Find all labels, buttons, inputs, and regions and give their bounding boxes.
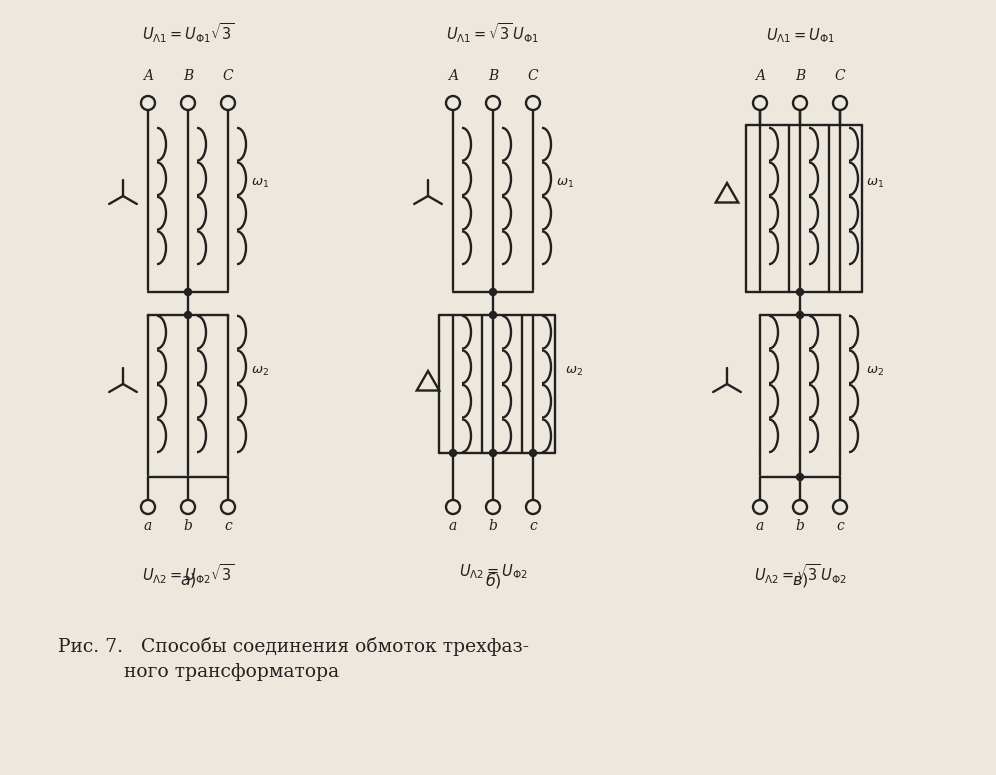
Text: A: A <box>448 69 458 83</box>
Circle shape <box>184 288 191 295</box>
Text: C: C <box>528 69 538 83</box>
Text: A: A <box>143 69 153 83</box>
Text: $U_{\Lambda2} = \sqrt{3}\,U_{\Phi2}$: $U_{\Lambda2} = \sqrt{3}\,U_{\Phi2}$ <box>754 562 847 586</box>
Text: $U_{\Lambda2} = U_{\Phi2}\sqrt{3}$: $U_{\Lambda2} = U_{\Phi2}\sqrt{3}$ <box>141 562 234 586</box>
Text: B: B <box>795 69 805 83</box>
Circle shape <box>141 500 155 514</box>
Circle shape <box>184 312 191 319</box>
Circle shape <box>797 474 804 480</box>
Circle shape <box>446 96 460 110</box>
Circle shape <box>489 288 496 295</box>
Circle shape <box>489 449 496 456</box>
Circle shape <box>526 96 540 110</box>
Circle shape <box>526 500 540 514</box>
Circle shape <box>489 312 496 319</box>
Circle shape <box>486 96 500 110</box>
Circle shape <box>181 500 195 514</box>
Circle shape <box>797 312 804 319</box>
Text: b: b <box>183 519 192 533</box>
Text: $б)$: $б)$ <box>485 570 501 590</box>
Text: $\omega_1$: $\omega_1$ <box>866 177 884 190</box>
Text: C: C <box>223 69 233 83</box>
Text: c: c <box>836 519 844 533</box>
Text: $в)$: $в)$ <box>792 571 808 589</box>
Circle shape <box>793 500 807 514</box>
Text: C: C <box>835 69 846 83</box>
Circle shape <box>221 96 235 110</box>
Circle shape <box>833 500 847 514</box>
Text: c: c <box>224 519 232 533</box>
Text: $\omega_2$: $\omega_2$ <box>866 365 884 378</box>
Circle shape <box>486 500 500 514</box>
Text: $\omega_1$: $\omega_1$ <box>556 177 574 190</box>
Text: $\omega_1$: $\omega_1$ <box>251 177 269 190</box>
Text: $а)$: $а)$ <box>179 571 196 589</box>
Text: $\omega_2$: $\omega_2$ <box>251 365 269 378</box>
Text: a: a <box>449 519 457 533</box>
Circle shape <box>446 500 460 514</box>
Circle shape <box>181 96 195 110</box>
Text: $U_{\Lambda2} = U_{\Phi2}$: $U_{\Lambda2} = U_{\Phi2}$ <box>458 562 528 580</box>
Text: $U_{\Lambda1} = U_{\Phi1}$: $U_{\Lambda1} = U_{\Phi1}$ <box>766 26 835 45</box>
Circle shape <box>221 500 235 514</box>
Text: b: b <box>489 519 497 533</box>
Text: a: a <box>143 519 152 533</box>
Text: B: B <box>183 69 193 83</box>
Text: B: B <box>488 69 498 83</box>
Text: A: A <box>755 69 765 83</box>
Text: c: c <box>529 519 537 533</box>
Text: a: a <box>756 519 764 533</box>
Text: Рис. 7.   Способы соединения обмоток трехфаз-
           ного трансформатора: Рис. 7. Способы соединения обмоток трехф… <box>58 637 529 681</box>
Circle shape <box>793 96 807 110</box>
Circle shape <box>797 288 804 295</box>
Text: $U_{\Lambda1} = U_{\Phi1}\sqrt{3}$: $U_{\Lambda1} = U_{\Phi1}\sqrt{3}$ <box>141 22 234 45</box>
Text: $\omega_2$: $\omega_2$ <box>565 365 583 378</box>
Circle shape <box>141 96 155 110</box>
Circle shape <box>753 500 767 514</box>
Text: $U_{\Lambda1} = \sqrt{3}\,U_{\Phi1}$: $U_{\Lambda1} = \sqrt{3}\,U_{\Phi1}$ <box>446 22 540 45</box>
Circle shape <box>833 96 847 110</box>
Circle shape <box>449 449 456 456</box>
Text: b: b <box>796 519 805 533</box>
Circle shape <box>753 96 767 110</box>
Circle shape <box>530 449 537 456</box>
